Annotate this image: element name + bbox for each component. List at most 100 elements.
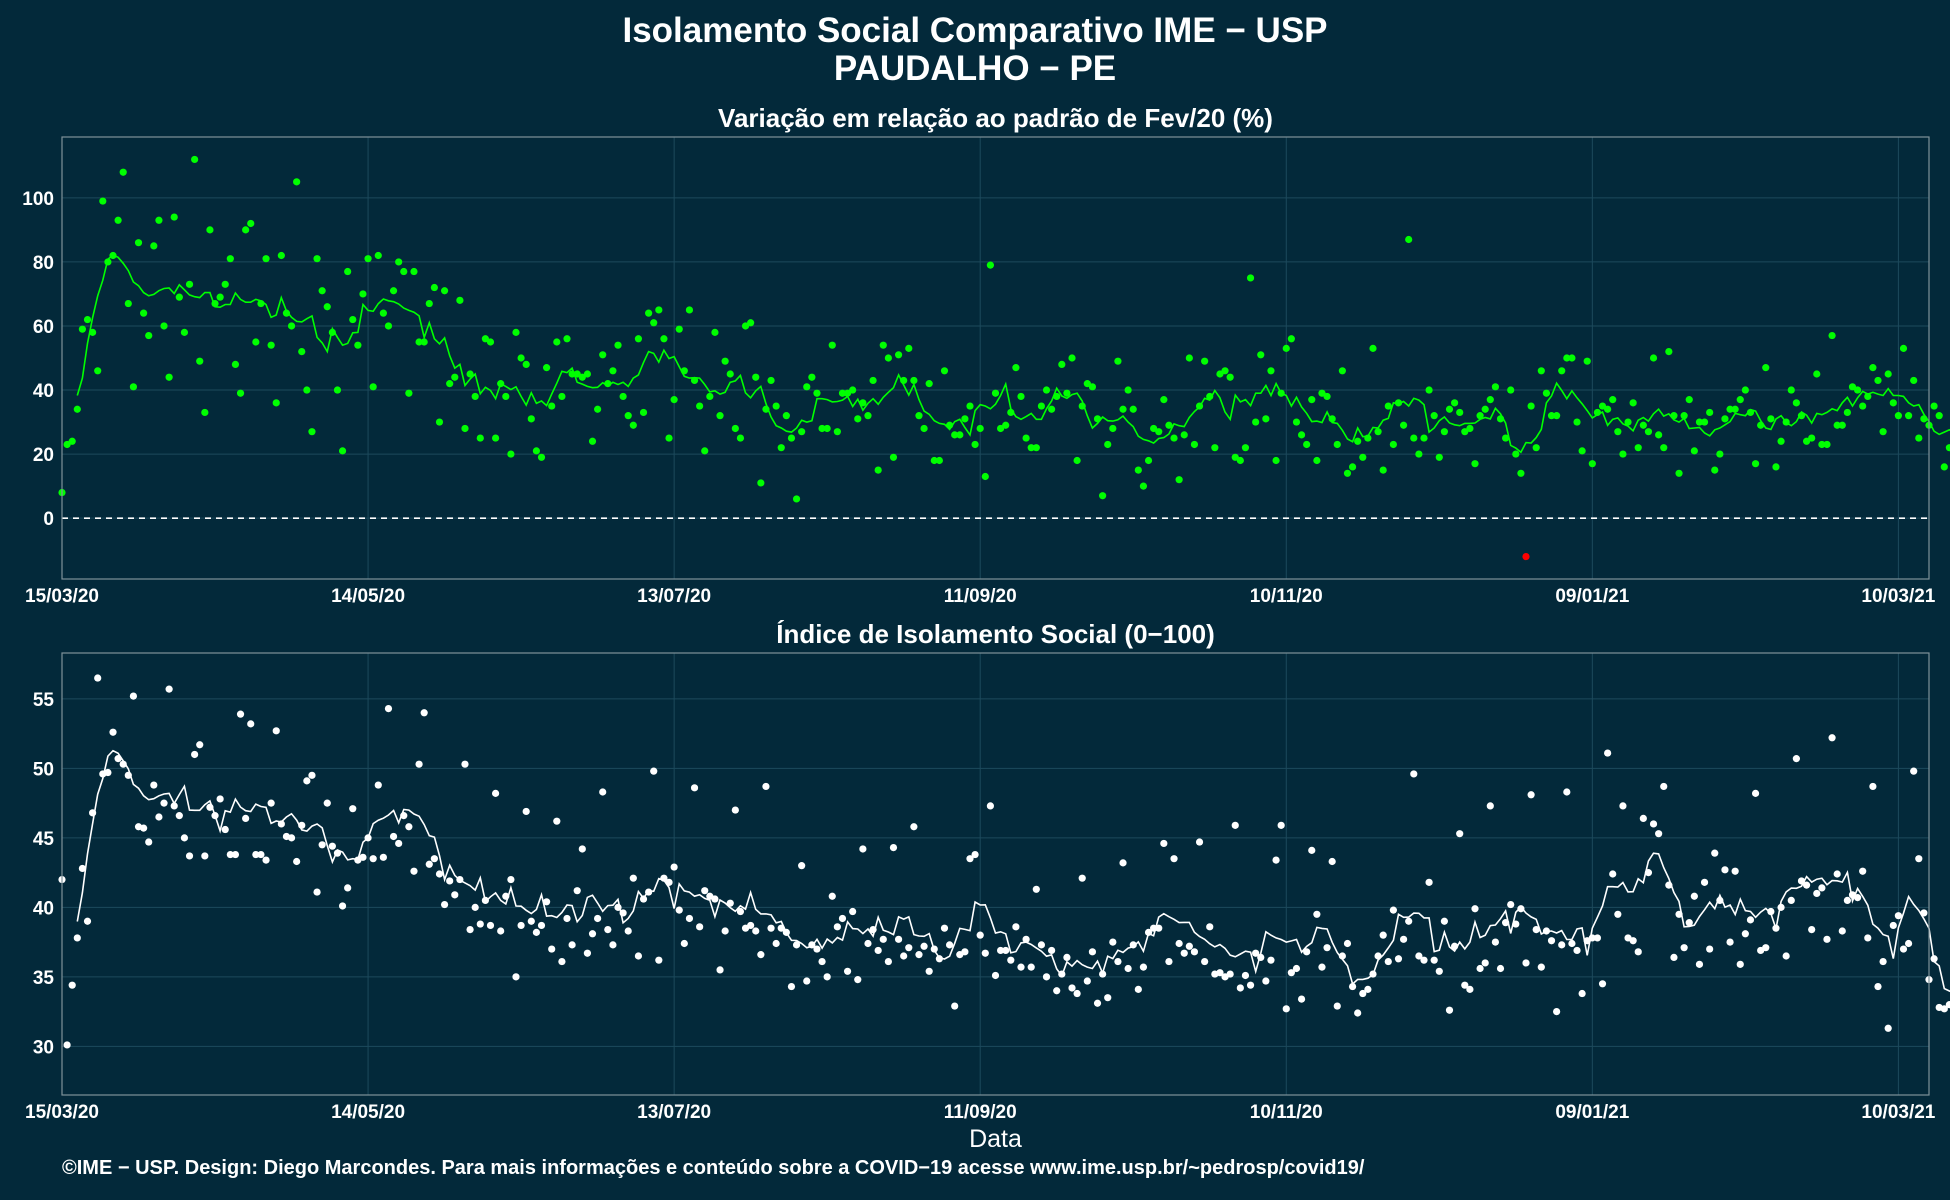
data-point — [782, 412, 790, 420]
data-point — [1945, 444, 1950, 452]
data-point — [140, 309, 148, 317]
data-point — [1711, 849, 1719, 857]
data-point — [1114, 357, 1122, 365]
data-point — [711, 328, 719, 336]
data-point — [864, 939, 872, 948]
data-point — [1405, 235, 1413, 244]
data-point — [1435, 453, 1443, 461]
data-point — [1915, 434, 1923, 442]
data-point — [624, 412, 632, 420]
moving-average-line — [76, 254, 1950, 454]
data-point — [599, 788, 607, 796]
data-point — [1297, 995, 1306, 1003]
x-tick-label: 10/11/20 — [1250, 1102, 1323, 1123]
data-point — [1777, 437, 1785, 445]
data-point — [236, 710, 245, 718]
data-point — [701, 447, 709, 455]
data-point — [1721, 415, 1729, 423]
data-point — [231, 850, 240, 859]
data-point — [1466, 424, 1474, 433]
data-point — [140, 824, 148, 832]
data-point — [537, 921, 546, 930]
data-point — [344, 267, 352, 276]
x-tick-label: 10/03/21 — [1861, 1102, 1935, 1123]
data-point — [338, 447, 347, 455]
data-point — [869, 376, 877, 385]
data-point — [670, 863, 678, 871]
data-point — [1823, 935, 1831, 943]
data-point — [1185, 354, 1193, 362]
data-point — [1415, 952, 1423, 960]
data-point — [109, 728, 117, 736]
data-point — [604, 925, 612, 934]
data-point — [849, 907, 857, 916]
data-point — [1042, 386, 1051, 394]
data-point — [1721, 866, 1729, 874]
data-point — [471, 903, 479, 911]
data-point — [1910, 767, 1918, 775]
data-point — [73, 405, 81, 413]
data-point — [935, 456, 943, 465]
data-point — [1308, 396, 1316, 404]
y-tick-label: 35 — [33, 968, 55, 989]
data-point — [838, 914, 847, 923]
data-point — [747, 921, 755, 930]
data-point — [1736, 960, 1744, 968]
data-point — [374, 781, 382, 789]
data-point — [1027, 963, 1035, 971]
data-point — [257, 850, 265, 859]
data-point — [553, 817, 561, 825]
data-point — [548, 402, 556, 410]
data-point — [1252, 418, 1260, 426]
data-point — [262, 856, 270, 864]
data-point — [583, 370, 592, 378]
data-point — [833, 428, 841, 436]
data-point — [400, 267, 408, 276]
data-point — [777, 444, 785, 452]
data-point — [889, 843, 898, 852]
data-point — [180, 834, 189, 842]
data-point — [1114, 957, 1122, 966]
data-point — [1292, 964, 1301, 973]
data-point — [150, 242, 158, 250]
y-tick-label: 60 — [33, 317, 54, 338]
data-point — [1119, 405, 1127, 413]
data-point — [282, 309, 291, 317]
data-point — [395, 258, 403, 266]
data-point — [619, 392, 627, 401]
data-point — [1690, 892, 1698, 900]
data-point — [879, 341, 887, 349]
data-point — [971, 850, 979, 859]
data-point — [1160, 396, 1168, 404]
data-point — [1399, 935, 1408, 943]
data-point — [854, 415, 862, 423]
data-point — [1236, 456, 1244, 465]
data-point — [68, 437, 76, 445]
data-point — [1231, 821, 1239, 829]
data-point — [293, 178, 301, 186]
data-point — [532, 447, 541, 455]
data-point — [226, 255, 234, 263]
moving-average-line — [76, 749, 1950, 993]
data-point — [900, 952, 908, 960]
data-point — [813, 945, 821, 953]
data-point — [594, 405, 602, 413]
data-point — [706, 392, 714, 401]
data-point — [1537, 963, 1545, 971]
data-point — [272, 399, 280, 407]
data-point — [905, 344, 913, 352]
data-point — [634, 952, 643, 960]
data-point — [1425, 386, 1433, 394]
data-point — [1185, 942, 1193, 950]
data-point — [1583, 357, 1591, 365]
x-tick-label: 11/09/20 — [944, 1102, 1017, 1123]
main-subtitle: PAUDALHO − PE — [833, 49, 1117, 88]
data-point — [1180, 949, 1188, 957]
data-point — [762, 782, 770, 791]
y-tick-label: 80 — [33, 253, 54, 274]
data-point — [767, 924, 775, 932]
data-point — [736, 434, 745, 442]
data-point — [221, 825, 229, 834]
data-point — [1190, 440, 1199, 449]
data-point — [1502, 434, 1510, 442]
